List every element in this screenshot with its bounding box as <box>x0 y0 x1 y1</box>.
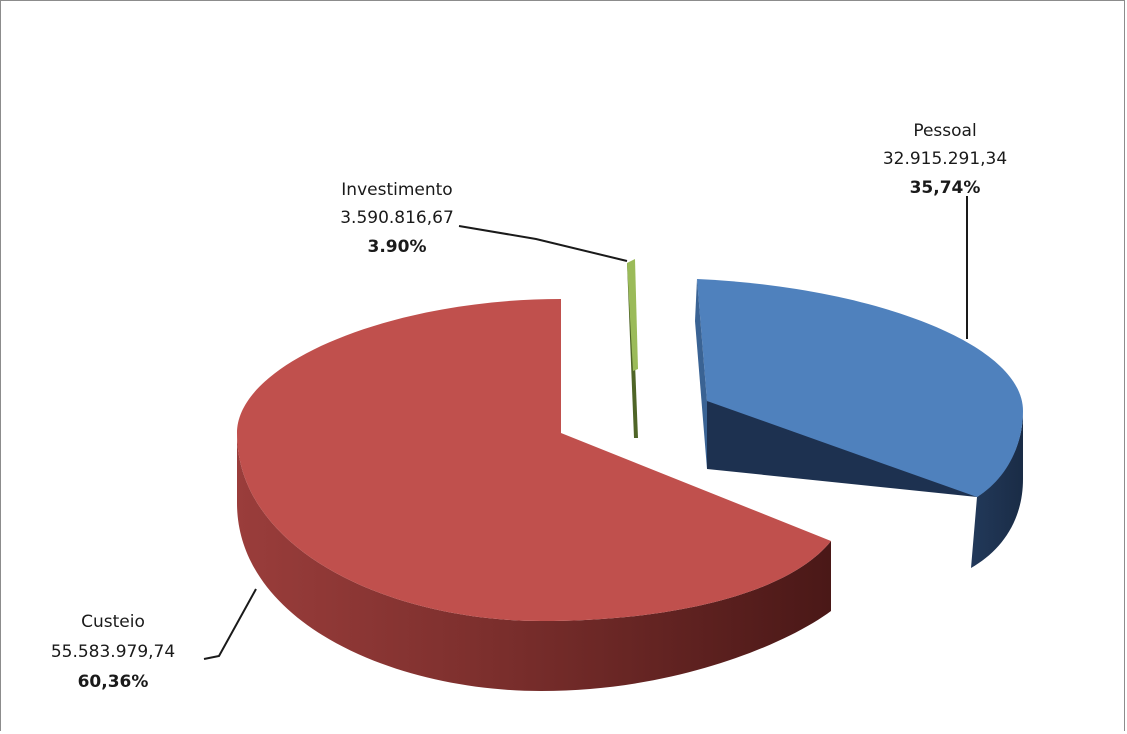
slice-custeio[interactable] <box>237 299 831 691</box>
label-investimento-percent: 3.90% <box>368 237 427 257</box>
slice-pessoal[interactable] <box>695 279 1023 568</box>
slice-investimento-top <box>627 259 638 371</box>
leader-line-custeio <box>203 588 257 660</box>
label-custeio-name: Custeio <box>81 612 145 632</box>
label-pessoal-percent: 35,74% <box>910 178 981 198</box>
leader-line-investimento <box>458 225 628 262</box>
slice-pessoal-outer-side <box>971 411 1023 568</box>
label-pessoal: Pessoal 32.915.291,34 35,74% <box>883 121 1007 198</box>
slice-custeio-side <box>237 433 831 691</box>
label-custeio-percent: 60,36% <box>78 672 149 692</box>
slice-pessoal-top <box>697 279 1023 497</box>
label-investimento-value: 3.590.816,67 <box>340 208 454 228</box>
label-investimento-name: Investimento <box>341 180 452 200</box>
label-pessoal-name: Pessoal <box>913 121 976 141</box>
slice-custeio-top <box>237 299 831 621</box>
label-investimento: Investimento 3.590.816,67 3.90% <box>340 180 454 257</box>
label-custeio-value: 55.583.979,74 <box>51 642 175 662</box>
slice-investimento[interactable] <box>627 259 638 438</box>
label-pessoal-value: 32.915.291,34 <box>883 149 1007 169</box>
label-custeio: Custeio 55.583.979,74 60,36% <box>51 612 175 692</box>
slice-pessoal-left-edge <box>695 279 707 469</box>
